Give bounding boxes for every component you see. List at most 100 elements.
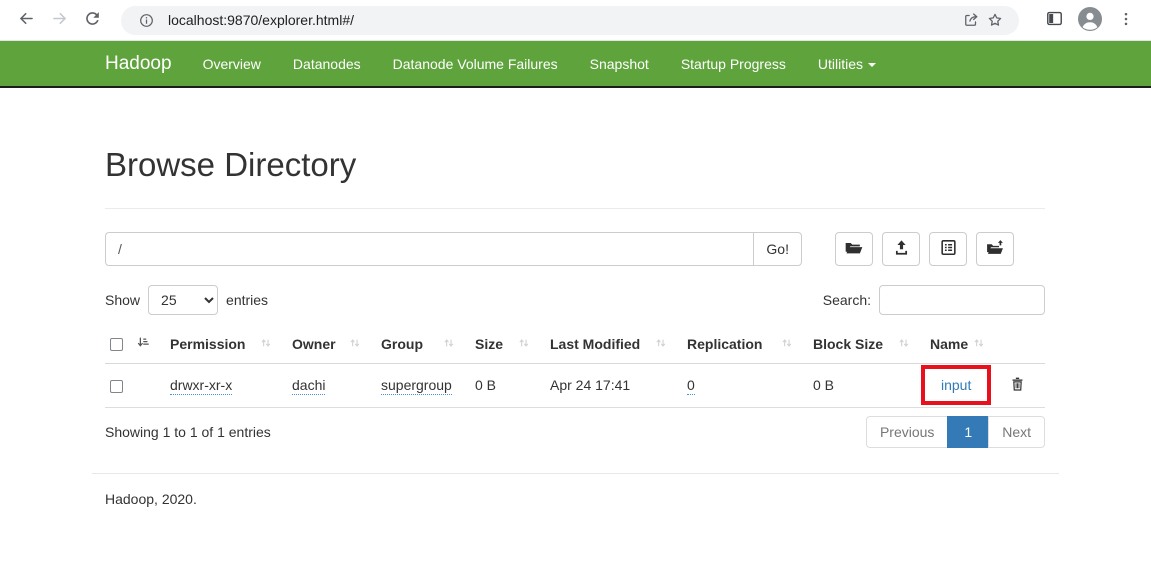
header-last-modified[interactable]: Last Modified [545,332,682,364]
header-permission[interactable]: Permission [165,332,287,364]
share-icon[interactable] [959,8,983,32]
sort-both-icon [897,336,911,353]
last-modified-cell: Apr 24 17:41 [545,363,682,408]
header-size[interactable]: Size [470,332,545,364]
header-replication[interactable]: Replication [682,332,808,364]
address-bar[interactable]: localhost:9870/explorer.html#/ [121,5,1019,35]
browser-menu-button[interactable] [1111,5,1141,35]
move-to-folder-button[interactable] [976,232,1014,266]
sort-both-icon [780,336,794,353]
title-divider [105,208,1045,209]
entries-info: Showing 1 to 1 of 1 entries [105,423,271,440]
sort-amount-icon[interactable] [136,335,151,353]
directory-path-input[interactable] [105,232,754,266]
table-row: drwxr-xr-x dachi supergroup 0 B Apr 24 1… [105,363,1045,408]
actions-cell [1000,363,1045,408]
nav-item-utilities-label: Utilities [817,55,863,72]
kebab-menu-icon [1117,10,1135,31]
create-directory-button[interactable] [835,232,873,266]
side-panel-icon [1045,9,1064,31]
size-cell: 0 B [470,363,545,408]
table-controls: Show 25 entries Search: [105,285,1045,315]
profile-icon [1077,6,1103,35]
folder-open-icon [844,238,864,261]
nav-item-utilities[interactable]: Utilities [818,56,876,72]
page-size-select[interactable]: 25 [148,285,219,315]
search-control: Search: [823,285,1045,315]
sort-both-icon [259,336,273,353]
upload-files-button[interactable] [882,232,920,266]
side-panel-button[interactable] [1039,5,1069,35]
directory-table: Permission Owner Group Size Last Modifie… [105,332,1045,408]
permission-link[interactable]: drwxr-xr-x [170,377,233,395]
footer-divider [92,472,1059,474]
pagination-page-1[interactable]: 1 [947,415,990,448]
header-replication-label: Replication [687,336,763,353]
nav-item-snapshot[interactable]: Snapshot [589,55,649,72]
group-cell: supergroup [376,363,470,408]
chevron-down-icon [868,62,876,67]
nav-item-startup-progress[interactable]: Startup Progress [680,55,786,72]
back-button[interactable] [10,4,43,37]
pagination: Previous 1 Next [865,415,1045,448]
page-length-control: Show 25 entries [105,285,268,315]
file-actions-toolbar [835,232,1014,266]
nav-item-datanodes[interactable]: Datanodes [292,55,361,72]
sort-both-icon [972,336,986,353]
reload-button[interactable] [76,4,109,37]
profile-avatar[interactable] [1075,5,1105,35]
footer-text: Hadoop, 2020. [105,490,197,507]
header-name[interactable]: Name [925,332,1000,364]
owner-cell: dachi [287,363,376,408]
reload-icon [83,9,102,31]
row-select-cell [105,363,165,408]
search-input[interactable] [879,285,1045,315]
search-label: Search: [822,292,871,308]
hadoop-navbar: Hadoop Overview Datanodes Datanode Volum… [0,41,1151,88]
replication-link[interactable]: 0 [687,377,695,395]
nav-item-overview[interactable]: Overview [202,55,261,72]
forward-button[interactable] [43,4,76,37]
header-group-label: Group [381,336,423,353]
url-text[interactable]: localhost:9870/explorer.html#/ [168,12,354,28]
sort-both-icon [442,336,456,353]
path-row: Go! [105,232,1045,266]
navbar-brand[interactable]: Hadoop [105,52,172,74]
report-button[interactable] [929,232,967,266]
page-info-icon[interactable] [134,8,158,32]
nav-item-datanode-volume-failures[interactable]: Datanode Volume Failures [392,55,558,72]
header-actions [1000,332,1045,364]
header-owner[interactable]: Owner [287,332,376,364]
go-button[interactable]: Go! [753,232,802,266]
pagination-next[interactable]: Next [988,415,1045,448]
browser-toolbar: localhost:9870/explorer.html#/ [0,0,1151,41]
upload-arrow-icon [892,238,911,260]
name-cell: input [921,363,1000,408]
bookmark-star-icon[interactable] [983,8,1007,32]
select-all-checkbox[interactable] [110,337,123,351]
header-block-size[interactable]: Block Size [808,332,925,364]
table-header-row: Permission Owner Group Size Last Modifie… [105,332,1045,364]
entries-label: entries [226,292,269,308]
header-last-modified-label: Last Modified [550,336,641,353]
header-group[interactable]: Group [376,332,470,364]
block-size-cell: 0 B [808,363,925,408]
red-annotation-box: input [921,365,992,405]
forward-icon [50,9,69,31]
back-icon [17,9,36,31]
header-select-all[interactable] [105,332,165,364]
delete-button[interactable] [1005,373,1030,398]
list-report-icon [939,238,958,260]
replication-cell: 0 [682,363,808,408]
owner-link[interactable]: dachi [292,377,326,395]
header-size-label: Size [475,336,504,353]
permission-cell: drwxr-xr-x [165,363,287,408]
directory-name-link[interactable]: input [941,377,972,393]
group-link[interactable]: supergroup [381,377,452,395]
pagination-previous[interactable]: Previous [865,415,949,448]
sort-both-icon [517,336,531,353]
trash-icon [1009,377,1026,396]
path-input-group: Go! [105,232,802,266]
folder-up-arrow-icon [985,238,1005,261]
row-checkbox[interactable] [110,379,123,393]
